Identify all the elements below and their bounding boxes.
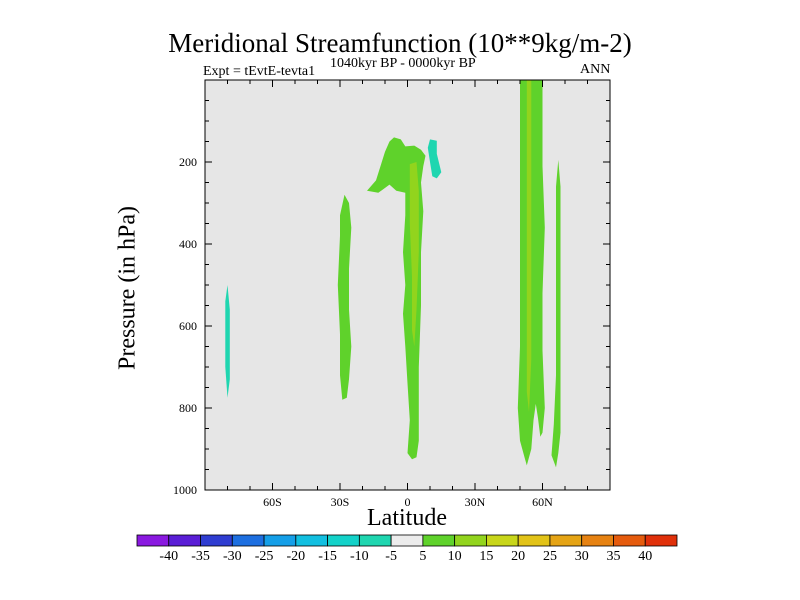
colorbar-swatch — [422, 534, 456, 547]
colorbar-label: 35 — [606, 549, 620, 564]
colorbar-label: 5 — [419, 549, 426, 564]
colorbar-label: -25 — [255, 549, 274, 564]
colorbar-label: -15 — [318, 549, 337, 564]
colorbar-label: -35 — [191, 549, 210, 564]
x-tick-label: 30N — [465, 495, 486, 509]
y-tick-label: 1000 — [173, 483, 197, 497]
colorbar-label: 25 — [543, 549, 557, 564]
colorbar-swatch — [168, 534, 201, 547]
x-tick-label: 30S — [331, 495, 350, 509]
contour-plus5-south-30 — [337, 194, 352, 400]
x-axis-label: Latitude — [367, 505, 447, 531]
colorbar-swatch — [390, 534, 424, 547]
colorbar-swatch — [613, 534, 646, 547]
plot-area — [205, 80, 610, 490]
axes: 60S 30S 0 30N 60N 200 400 600 800 1000 — [173, 79, 611, 509]
colorbar-label: 30 — [575, 549, 589, 564]
colorbar-swatch — [327, 534, 360, 547]
chart-title: Meridional Streamfunction (10**9kg/m-2) — [168, 28, 632, 58]
colorbar-label: -5 — [385, 549, 397, 564]
contour-plus10-deep-equator — [409, 162, 419, 347]
colorbar-label: 15 — [479, 549, 493, 564]
colorbar-swatch — [358, 534, 392, 547]
colorbar-label: -30 — [223, 549, 242, 564]
x-tick-label: 60N — [532, 495, 553, 509]
colorbar-swatch — [517, 534, 551, 547]
season-label: ANN — [580, 62, 611, 77]
colorbar-label: -40 — [159, 549, 178, 564]
colorbar-swatch — [263, 534, 297, 547]
y-tick-label: 200 — [179, 155, 197, 169]
colorbar-swatch — [644, 534, 678, 547]
contour-plus5-north-67 — [551, 159, 561, 468]
colorbar-swatch — [200, 534, 233, 547]
colorbar: -40 -35 -30 -25 -20 -15 -10 -5 5 10 15 20 25 30 35 40 — [136, 534, 678, 564]
colorbar-swatch — [486, 534, 519, 547]
colorbar-label: -20 — [286, 549, 305, 564]
contour-minus5-upper-north — [427, 139, 442, 179]
y-tick-label: 800 — [179, 401, 197, 415]
colorbar-swatch — [581, 534, 614, 547]
colorbar-swatch — [136, 534, 170, 547]
time-range-label: 1040kyr BP - 0000kyr BP — [330, 56, 476, 71]
colorbar-swatch — [231, 534, 265, 547]
colorbar-swatch — [295, 534, 328, 547]
x-tick-label: 60S — [263, 495, 282, 509]
colorbar-swatch — [454, 534, 487, 547]
colorbar-label: 10 — [448, 549, 462, 564]
y-tick-label: 400 — [179, 237, 197, 251]
contour-minus5-south-polar — [225, 285, 230, 398]
colorbar-swatch — [549, 534, 583, 547]
experiment-label: Expt = tEvtE-tevta1 — [203, 64, 316, 79]
x-tick-label: 0 — [405, 495, 411, 509]
colorbar-label: 20 — [511, 549, 525, 564]
y-tick-label: 600 — [179, 319, 197, 333]
colorbar-label: 40 — [638, 549, 652, 564]
colorbar-label: -10 — [350, 549, 369, 564]
contour-plus10-north-core — [526, 80, 532, 413]
